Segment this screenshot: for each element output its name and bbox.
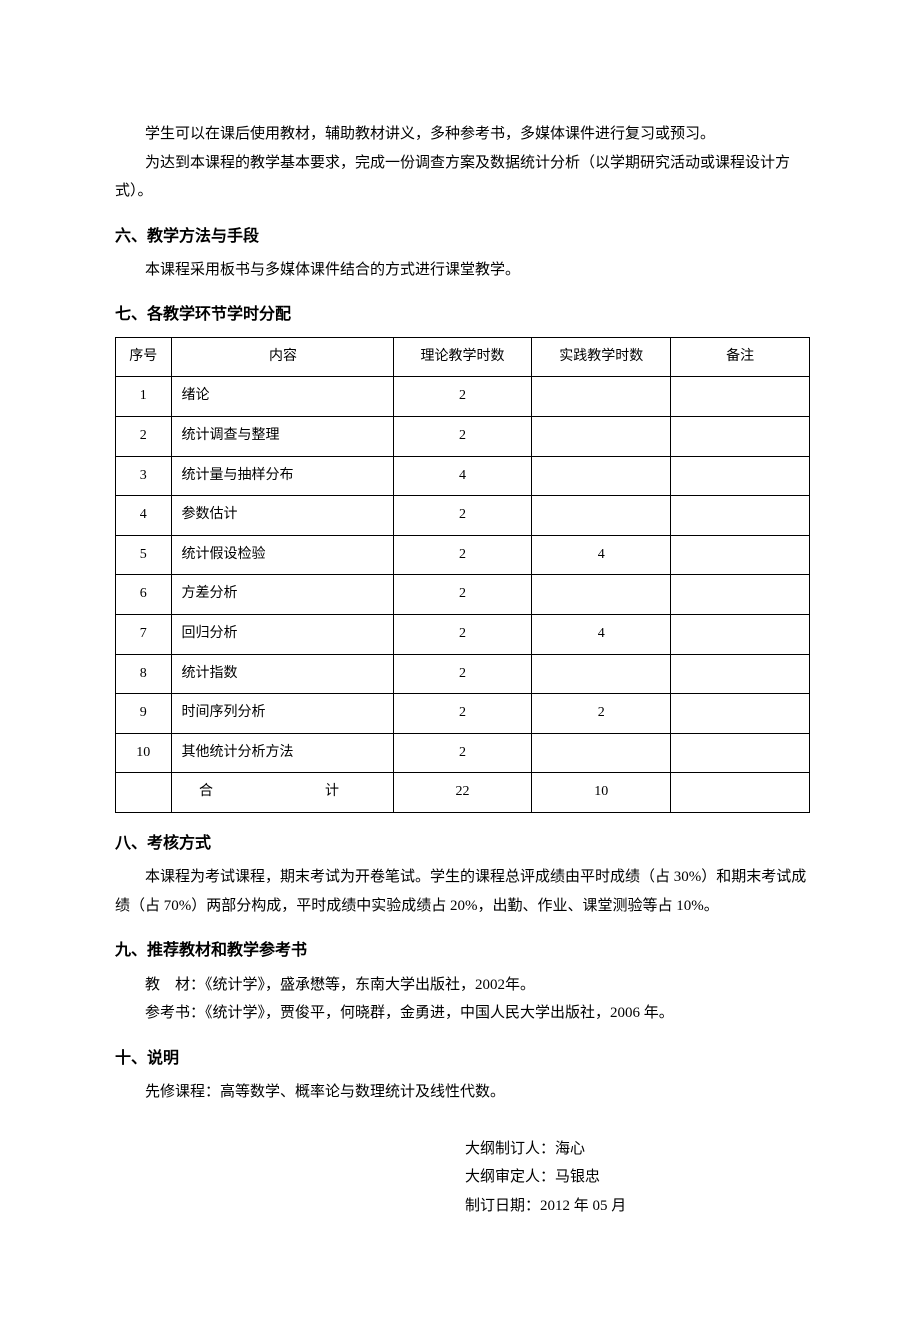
- section9-reference: 参考书：《统计学》，贾俊平，何晓群，金勇进，中国人民大学出版社，2006 年。: [115, 999, 810, 1028]
- th-content: 内容: [171, 337, 393, 377]
- section9-heading: 九、推荐教材和教学参考书: [115, 936, 810, 966]
- cell-practice: [532, 733, 671, 773]
- table-row: 1绪论2: [116, 377, 810, 417]
- cell-remark: [671, 733, 810, 773]
- cell-theory: 2: [393, 575, 532, 615]
- cell-total-theory: 22: [393, 773, 532, 813]
- cell-seq: 10: [116, 733, 172, 773]
- cell-remark: [671, 496, 810, 536]
- cell-content: 参数估计: [171, 496, 393, 536]
- table-row: 7回归分析24: [116, 614, 810, 654]
- th-seq: 序号: [116, 337, 172, 377]
- cell-seq: 7: [116, 614, 172, 654]
- intro-para2: 为达到本课程的教学基本要求，完成一份调查方案及数据统计分析（以学期研究活动或课程…: [115, 149, 810, 206]
- cell-theory: 2: [393, 654, 532, 694]
- cell-seq: 5: [116, 535, 172, 575]
- cell-seq: 1: [116, 377, 172, 417]
- cell-practice: [532, 377, 671, 417]
- cell-practice: 4: [532, 535, 671, 575]
- th-remark: 备注: [671, 337, 810, 377]
- table-body: 1绪论22统计调查与整理23统计量与抽样分布44参数估计25统计假设检验246方…: [116, 377, 810, 813]
- cell-practice: [532, 456, 671, 496]
- cell-seq-total: [116, 773, 172, 813]
- cell-practice: [532, 496, 671, 536]
- cell-content: 绪论: [171, 377, 393, 417]
- cell-content: 回归分析: [171, 614, 393, 654]
- cell-theory: 2: [393, 694, 532, 734]
- cell-total-label: 合 计: [171, 773, 393, 813]
- cell-seq: 6: [116, 575, 172, 615]
- signature-date: 制订日期：2012 年 05 月: [465, 1192, 810, 1221]
- cell-practice: [532, 575, 671, 615]
- table-row: 8统计指数2: [116, 654, 810, 694]
- cell-seq: 8: [116, 654, 172, 694]
- cell-practice: 4: [532, 614, 671, 654]
- table-row: 6方差分析2: [116, 575, 810, 615]
- cell-seq: 3: [116, 456, 172, 496]
- cell-seq: 9: [116, 694, 172, 734]
- cell-remark: [671, 694, 810, 734]
- cell-practice: [532, 654, 671, 694]
- cell-theory: 2: [393, 496, 532, 536]
- th-theory: 理论教学时数: [393, 337, 532, 377]
- cell-practice: [532, 416, 671, 456]
- intro-block: 学生可以在课后使用教材，辅助教材讲义，多种参考书，多媒体课件进行复习或预习。 为…: [115, 120, 810, 206]
- cell-content: 统计假设检验: [171, 535, 393, 575]
- cell-theory: 4: [393, 456, 532, 496]
- table-row: 2统计调查与整理2: [116, 416, 810, 456]
- cell-remark: [671, 654, 810, 694]
- section6-body: 本课程采用板书与多媒体课件结合的方式进行课堂教学。: [115, 256, 810, 285]
- cell-seq: 4: [116, 496, 172, 536]
- section10-body: 先修课程：高等数学、概率论与数理统计及线性代数。: [115, 1078, 810, 1107]
- cell-theory: 2: [393, 377, 532, 417]
- cell-remark: [671, 377, 810, 417]
- cell-remark: [671, 416, 810, 456]
- cell-content: 统计量与抽样分布: [171, 456, 393, 496]
- cell-content: 统计指数: [171, 654, 393, 694]
- table-row: 4参数估计2: [116, 496, 810, 536]
- th-practice: 实践教学时数: [532, 337, 671, 377]
- table-row: 3统计量与抽样分布4: [116, 456, 810, 496]
- cell-total-remark: [671, 773, 810, 813]
- cell-remark: [671, 575, 810, 615]
- table-row: 10其他统计分析方法2: [116, 733, 810, 773]
- section8-heading: 八、考核方式: [115, 829, 810, 859]
- signature-author: 大纲制订人：海心: [465, 1135, 810, 1164]
- cell-content: 统计调查与整理: [171, 416, 393, 456]
- section8-body: 本课程为考试课程，期末考试为开卷笔试。学生的课程总评成绩由平时成绩（占 30%）…: [115, 863, 810, 920]
- cell-content: 其他统计分析方法: [171, 733, 393, 773]
- cell-remark: [671, 456, 810, 496]
- cell-seq: 2: [116, 416, 172, 456]
- signature-block: 大纲制订人：海心 大纲审定人：马银忠 制订日期：2012 年 05 月: [465, 1135, 810, 1221]
- section7-heading: 七、各教学环节学时分配: [115, 300, 810, 330]
- cell-total-practice: 10: [532, 773, 671, 813]
- section9-textbook: 教 材：《统计学》，盛承懋等，东南大学出版社，2002年。: [115, 971, 810, 1000]
- hours-table: 序号 内容 理论教学时数 实践教学时数 备注 1绪论22统计调查与整理23统计量…: [115, 337, 810, 813]
- table-row: 9时间序列分析22: [116, 694, 810, 734]
- cell-content: 方差分析: [171, 575, 393, 615]
- cell-remark: [671, 535, 810, 575]
- cell-content: 时间序列分析: [171, 694, 393, 734]
- table-total-row: 合 计2210: [116, 773, 810, 813]
- signature-reviewer: 大纲审定人：马银忠: [465, 1163, 810, 1192]
- cell-theory: 2: [393, 733, 532, 773]
- cell-theory: 2: [393, 614, 532, 654]
- intro-para1: 学生可以在课后使用教材，辅助教材讲义，多种参考书，多媒体课件进行复习或预习。: [115, 120, 810, 149]
- cell-theory: 2: [393, 535, 532, 575]
- section6-heading: 六、教学方法与手段: [115, 222, 810, 252]
- cell-practice: 2: [532, 694, 671, 734]
- cell-remark: [671, 614, 810, 654]
- section10-heading: 十、说明: [115, 1044, 810, 1074]
- table-header-row: 序号 内容 理论教学时数 实践教学时数 备注: [116, 337, 810, 377]
- cell-theory: 2: [393, 416, 532, 456]
- table-row: 5统计假设检验24: [116, 535, 810, 575]
